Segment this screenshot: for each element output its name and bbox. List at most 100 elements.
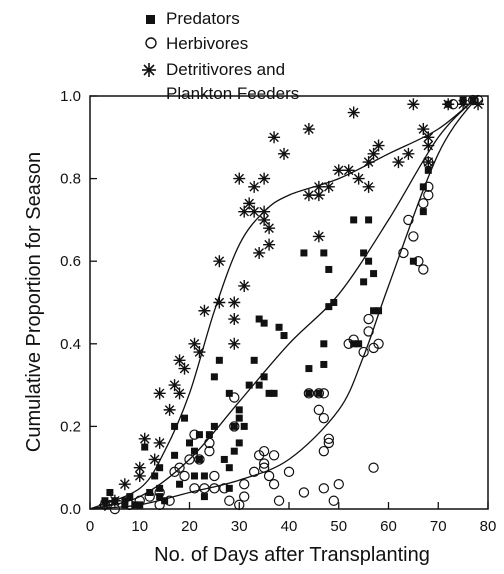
point-herbivore	[268, 479, 280, 490]
point-predator	[235, 439, 243, 447]
point-herbivore	[234, 499, 245, 511]
point-predator	[320, 340, 328, 348]
point-predator	[305, 365, 313, 373]
legend-marker-detritivores	[142, 63, 156, 77]
point-predator	[360, 249, 368, 257]
point-detritivore	[238, 205, 251, 218]
legend: Predators Herbivores Detritivores and Pl…	[142, 9, 299, 103]
point-herbivore	[363, 326, 374, 337]
point-herbivore	[124, 499, 136, 511]
point-herbivore	[313, 404, 325, 416]
point-predator	[245, 381, 253, 389]
x-tick-label: 10	[131, 518, 148, 535]
axis-ticks: 0 10 20 30 40 50 60 70 80 0.0 0.2 0.4 0.6 0.8 1.0	[60, 88, 496, 535]
point-predator	[235, 414, 243, 422]
point-predator	[151, 472, 159, 480]
point-herbivore	[368, 462, 379, 473]
point-predator	[260, 373, 268, 381]
point-detritivore	[188, 337, 201, 350]
x-tick-label: 70	[430, 518, 447, 535]
point-detritivore	[362, 156, 375, 169]
point-predator	[156, 464, 164, 472]
point-detritivore	[178, 362, 191, 375]
point-predator	[320, 249, 328, 257]
point-herbivore	[318, 445, 330, 457]
point-predator	[350, 216, 358, 224]
point-predator	[365, 257, 373, 265]
point-detritivore	[352, 172, 365, 185]
point-herbivore	[318, 412, 330, 424]
point-predator	[220, 455, 228, 463]
x-tick-label: 40	[281, 518, 298, 535]
legend-label-herbivores: Herbivores	[166, 34, 248, 53]
y-tick-label: 1.0	[60, 88, 81, 105]
point-detritivore	[233, 172, 246, 185]
point-detritivore	[302, 123, 315, 136]
point-herbivore	[229, 392, 240, 403]
point-herbivore	[189, 429, 200, 440]
point-predator	[141, 443, 149, 451]
point-predator	[121, 497, 129, 505]
point-detritivore	[168, 379, 181, 392]
point-detritivore	[153, 436, 166, 449]
data-points	[98, 94, 485, 515]
point-predator	[195, 455, 203, 463]
point-predator	[200, 472, 208, 480]
point-detritivore	[98, 498, 111, 511]
point-predator	[190, 472, 198, 480]
point-herbivore	[258, 458, 270, 469]
point-detritivore	[258, 205, 271, 218]
point-detritivore	[417, 123, 430, 136]
point-herbivore	[263, 470, 275, 482]
point-detritivore	[213, 255, 226, 268]
point-herbivore	[154, 499, 165, 511]
point-predator	[260, 319, 268, 327]
point-detritivore	[248, 205, 261, 218]
point-detritivore	[367, 147, 380, 160]
point-detritivore	[108, 494, 121, 507]
point-predator	[176, 480, 184, 488]
point-herbivore	[219, 483, 230, 494]
point-detritivore	[228, 313, 241, 326]
point-detritivore	[263, 222, 276, 235]
point-detritivore	[153, 387, 166, 400]
point-herbivore	[273, 495, 285, 506]
legend-marker-predators	[146, 15, 155, 24]
legend-label-detritivores: Detritivores and	[166, 60, 285, 79]
point-herbivore	[248, 466, 260, 478]
point-predator	[215, 356, 223, 364]
y-axis-title: Cumulative Proportion for Season	[23, 152, 45, 452]
point-herbivore	[403, 214, 414, 226]
point-predator	[230, 422, 238, 430]
point-detritivore	[258, 172, 271, 185]
point-detritivore	[347, 106, 360, 119]
point-herbivore	[209, 483, 220, 494]
point-predator	[370, 307, 378, 315]
point-detritivore	[198, 304, 211, 317]
point-herbivore	[303, 388, 315, 399]
point-herbivore	[418, 264, 429, 275]
point-herbivore	[358, 346, 369, 358]
point-detritivore	[228, 337, 241, 350]
point-herbivore	[239, 491, 250, 502]
point-herbivore	[318, 483, 330, 494]
point-detritivore	[253, 246, 266, 259]
point-herbivore	[333, 479, 344, 490]
point-detritivore	[392, 156, 405, 169]
point-herbivore	[258, 445, 270, 457]
point-predator	[375, 307, 383, 315]
point-detritivore	[228, 296, 241, 309]
point-herbivore	[268, 450, 280, 461]
point-herbivore	[194, 454, 205, 465]
x-tick-label: 0	[86, 518, 94, 535]
point-predator	[355, 340, 363, 348]
point-detritivore	[148, 453, 161, 466]
point-predator	[186, 439, 193, 447]
legend-label-predators: Predators	[166, 9, 240, 28]
point-predator	[225, 389, 233, 397]
point-herbivore	[179, 470, 190, 482]
point-detritivore	[342, 164, 355, 177]
point-detritivore	[372, 139, 385, 152]
point-predator	[205, 431, 213, 439]
